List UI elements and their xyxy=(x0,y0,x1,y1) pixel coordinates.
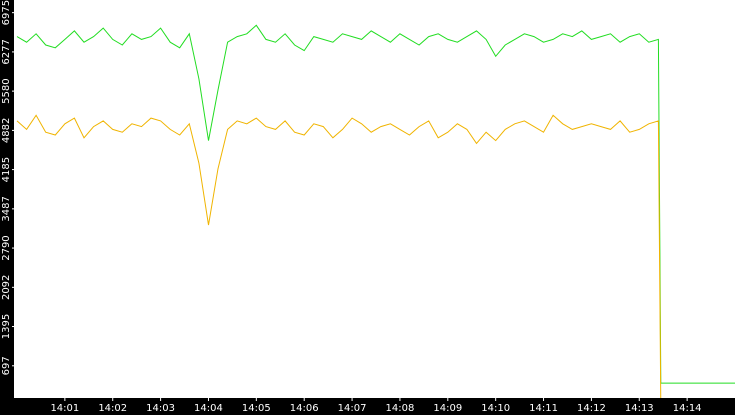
x-axis-strip xyxy=(0,398,735,415)
x-tick-label: 14:04 xyxy=(194,403,223,414)
y-tick-label: 697 xyxy=(1,356,12,375)
x-tick-label: 14:14 xyxy=(673,403,702,414)
x-tick-label: 14:06 xyxy=(290,403,319,414)
x-tick-label: 14:09 xyxy=(433,403,462,414)
y-tick-label: 4882 xyxy=(1,118,12,143)
y-tick-label: 2790 xyxy=(1,235,12,260)
y-tick-label: 6277 xyxy=(1,39,12,64)
y-tick-label: 1395 xyxy=(1,314,12,339)
y-tick-label: 2092 xyxy=(1,275,12,300)
x-tick-label: 14:03 xyxy=(146,403,175,414)
x-tick-label: 14:13 xyxy=(625,403,654,414)
y-tick-label: 5580 xyxy=(1,78,12,103)
series-line xyxy=(16,114,662,406)
x-tick-label: 14:11 xyxy=(529,403,558,414)
x-tick-label: 14:10 xyxy=(481,403,510,414)
y-tick-label: 6975 xyxy=(1,0,12,25)
series-line xyxy=(16,24,735,384)
x-tick-label: 14:12 xyxy=(577,403,606,414)
x-tick-label: 14:07 xyxy=(338,403,367,414)
x-tick-label: 14:01 xyxy=(50,403,79,414)
y-axis-strip xyxy=(0,0,14,415)
x-tick-label: 14:08 xyxy=(386,403,415,414)
y-tick-label: 3487 xyxy=(1,196,12,221)
x-tick-label: 14:05 xyxy=(242,403,271,414)
x-tick-label: 14:02 xyxy=(98,403,127,414)
y-tick-label: 4185 xyxy=(1,157,12,182)
